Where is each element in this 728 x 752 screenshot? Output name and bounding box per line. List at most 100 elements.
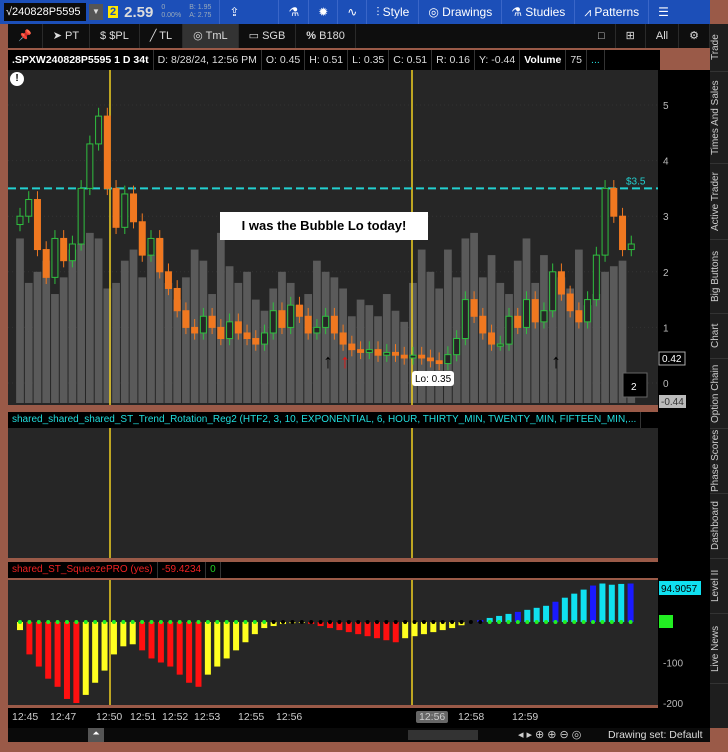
squeeze-bar xyxy=(129,622,136,645)
chart-settings-icon[interactable]: ⚙ xyxy=(679,24,710,48)
sidebar-tab[interactable]: Times And Sales xyxy=(710,72,728,164)
sidebar-tab[interactable]: Trade xyxy=(710,24,728,72)
candle xyxy=(461,299,469,340)
squeeze-dot xyxy=(506,620,511,624)
expand-icon[interactable]: ⏶ xyxy=(88,728,104,742)
candle xyxy=(496,343,504,347)
chart-note[interactable]: I was the Bubble Lo today! xyxy=(220,212,428,240)
candle xyxy=(557,271,565,295)
candle xyxy=(234,321,242,334)
candle xyxy=(479,315,487,334)
sidebar-tab[interactable]: Active Trader xyxy=(710,164,728,240)
tool-b180[interactable]: % B180 xyxy=(296,24,356,48)
symbol-dropdown-icon[interactable]: ▼ xyxy=(89,4,103,20)
squeeze-bar xyxy=(167,622,174,667)
candle xyxy=(627,243,635,251)
candle xyxy=(601,187,609,256)
pin-icon[interactable]: 📌 xyxy=(8,24,43,48)
candle xyxy=(16,215,24,226)
sidebar-tab[interactable]: Phase Scores xyxy=(710,429,728,494)
arrow-up-icon: ↑ xyxy=(323,351,333,373)
squeeze-study-title[interactable]: shared_ST_SqueezePRO (yes) xyxy=(8,562,158,578)
squeeze-bar xyxy=(261,622,268,629)
flask-icon[interactable]: ⚗ xyxy=(278,0,308,24)
tool-pointer[interactable]: ➤ PT xyxy=(43,24,91,48)
tool-trendline[interactable]: ╱ TL xyxy=(140,24,184,48)
candle xyxy=(295,304,303,317)
trend-study-title[interactable]: shared_shared_shared_ST_Trend_Rotation_R… xyxy=(8,412,642,428)
volume-bar xyxy=(103,288,112,403)
tool-price-level[interactable]: $ $PL xyxy=(90,24,140,48)
volume-bar xyxy=(59,277,68,403)
sidebar-tab[interactable]: Level II xyxy=(710,559,728,614)
trend-pane[interactable] xyxy=(8,428,658,558)
squeeze-bar xyxy=(618,583,625,622)
squeeze-bar xyxy=(26,622,33,655)
studies-button[interactable]: ⚗ Studies xyxy=(501,0,574,24)
squeeze-dot xyxy=(459,620,464,624)
sidebar-tab[interactable]: Option Chain xyxy=(710,359,728,429)
volume-bar xyxy=(155,238,164,403)
squeeze-dot xyxy=(478,620,483,624)
squeeze-bar xyxy=(176,622,183,675)
squeeze-dot xyxy=(187,620,192,624)
axis-tick-label: 4 xyxy=(663,157,669,168)
sidebar-tab[interactable]: Chart xyxy=(710,314,728,359)
squeeze-bar xyxy=(590,585,597,622)
style-button[interactable]: ⫶ Style xyxy=(366,0,418,24)
y-badge-text: -0.44 xyxy=(661,397,684,408)
drawing-set[interactable]: Drawing set: Default xyxy=(608,729,703,741)
volume-bar xyxy=(51,294,59,403)
horizontal-scrollbar[interactable] xyxy=(408,730,478,740)
tool-sgb[interactable]: ▭ SGB xyxy=(239,24,297,48)
candle xyxy=(138,221,146,256)
price-axis[interactable] xyxy=(658,70,710,708)
squeeze-bar xyxy=(364,622,371,637)
drawings-button[interactable]: ◎ Drawings xyxy=(418,0,501,24)
squeeze-dot xyxy=(224,620,229,624)
candle xyxy=(549,271,557,312)
squeeze-dot xyxy=(281,620,286,624)
squeeze-dot xyxy=(290,620,295,624)
volume-bar xyxy=(592,294,601,403)
single-layout-button[interactable]: □ xyxy=(588,24,616,48)
time-label: 12:51 xyxy=(130,711,157,723)
sidebar-tab[interactable]: Dashboard xyxy=(710,494,728,559)
patterns-button[interactable]: ⩘ Patterns xyxy=(574,0,648,24)
all-button[interactable]: All xyxy=(646,24,680,48)
candle xyxy=(522,299,530,328)
candle xyxy=(313,326,321,334)
sidebar-tab[interactable]: Big Buttons xyxy=(710,240,728,314)
squeeze-bar xyxy=(439,622,446,631)
arrow-up-icon: ↑ xyxy=(340,351,350,373)
count-badge[interactable] xyxy=(622,372,648,398)
indicator-icon[interactable]: ∿ xyxy=(337,0,366,24)
squeeze-bar xyxy=(233,622,240,651)
grid-layout-button[interactable]: ⊞ xyxy=(616,24,646,48)
volume-bar xyxy=(583,305,592,403)
alert-icon[interactable]: ! xyxy=(10,72,24,86)
link-badge[interactable]: 2 xyxy=(108,6,119,18)
squeeze-bar xyxy=(355,622,362,635)
chart-canvas[interactable]: ↑ ↑ ↑ 5 4 3 2 1 0 $3.5 0.42 -0.44 2 Lo: 0.35 0 -100 -200… xyxy=(8,70,710,708)
squeeze-dot xyxy=(468,620,473,624)
squeeze-dot xyxy=(18,620,22,624)
menu-icon[interactable]: ☰ xyxy=(648,0,678,24)
squeeze-dot xyxy=(628,620,633,624)
share-icon[interactable]: ⇪ xyxy=(219,0,248,24)
squeeze-bar xyxy=(514,611,521,622)
settings-icon[interactable]: ✹ xyxy=(308,0,337,24)
tool-timeline[interactable]: ◎ TmL xyxy=(183,24,239,48)
candle xyxy=(505,315,513,345)
squeeze-dot xyxy=(515,620,520,624)
squeeze-bar xyxy=(251,622,258,635)
axis-tick-label: 2 xyxy=(663,268,669,279)
sidebar-tab[interactable]: Live News xyxy=(710,614,728,684)
more-button[interactable]: ... xyxy=(587,50,605,70)
symbol-input[interactable]: √240828P5595 xyxy=(4,3,86,21)
candle xyxy=(217,326,225,340)
zoom-controls[interactable]: ◂▸⊕⊕⊖◎ xyxy=(518,729,585,741)
lo-label-text: Lo: 0.35 xyxy=(415,374,452,385)
volume-bar xyxy=(120,260,129,403)
squeeze-dot xyxy=(46,620,51,624)
